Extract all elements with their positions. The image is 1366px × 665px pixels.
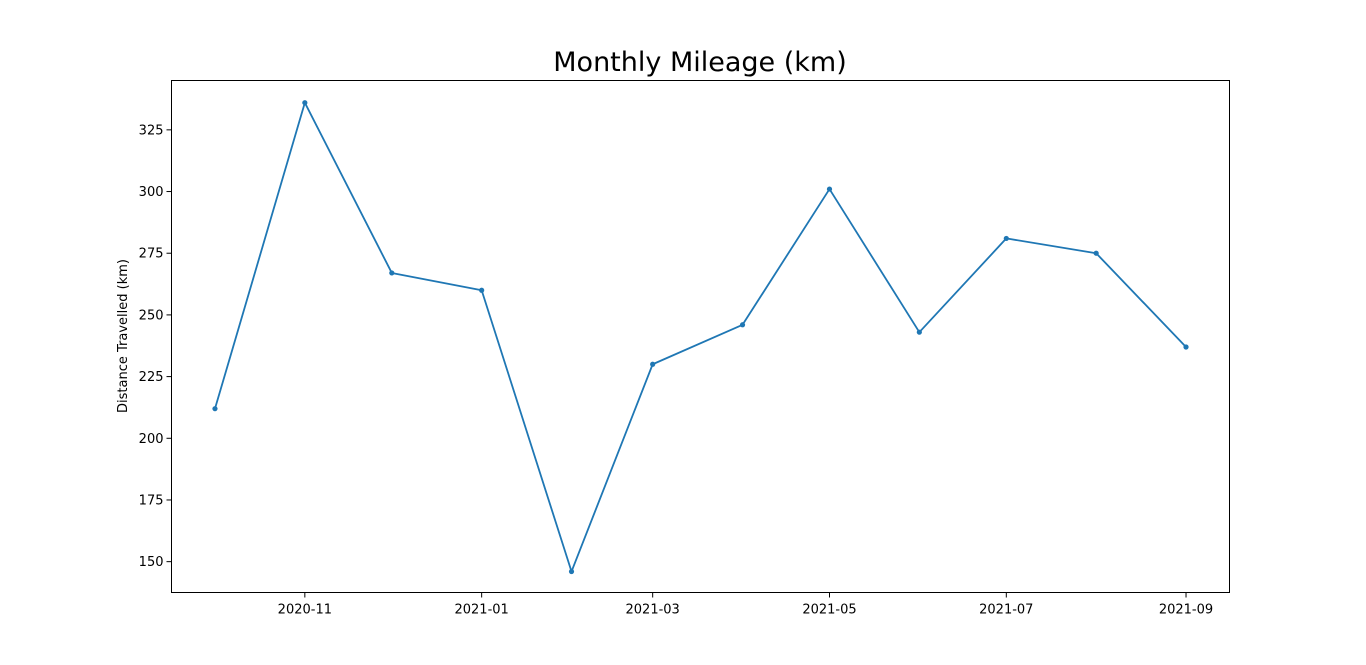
data-point [302, 100, 308, 106]
data-point [568, 568, 575, 575]
y-tick-label: 200 [139, 432, 164, 447]
y-tick-label: 175 [139, 493, 164, 508]
y-axis-label: Distance Travelled (km) [116, 259, 131, 413]
series-line [214, 101, 1187, 573]
data-point [739, 322, 746, 328]
data-point [916, 329, 922, 335]
y-tick-label: 150 [139, 555, 164, 570]
y-tick-label: 275 [139, 247, 164, 262]
x-tick-label: 2021-01 [454, 603, 508, 618]
x-tick-label: 2021-07 [979, 603, 1033, 618]
y-tick-label: 300 [139, 185, 164, 200]
data-point [479, 287, 485, 293]
data-point [1003, 235, 1009, 242]
axes-frame [171, 80, 1230, 593]
x-tick-label: 2021-05 [802, 603, 856, 618]
x-tick-label: 2021-03 [626, 603, 680, 618]
data-point [389, 270, 395, 276]
data-point [1183, 344, 1189, 350]
y-tick-label: 225 [139, 370, 164, 385]
y-tick-label: 325 [139, 123, 164, 138]
chart-title: Monthly Mileage (km) [553, 47, 846, 78]
data-point [1093, 250, 1099, 256]
y-tick-label: 250 [139, 308, 164, 323]
data-point [650, 361, 656, 367]
data-point [212, 406, 218, 412]
data-point [826, 186, 833, 192]
x-tick-label: 2020-11 [278, 603, 332, 618]
plot-area: 2020-11 2021-01 2021-03 2021-05 2021-07 2021-… [139, 100, 1213, 618]
x-tick-label: 2021-09 [1159, 603, 1213, 618]
